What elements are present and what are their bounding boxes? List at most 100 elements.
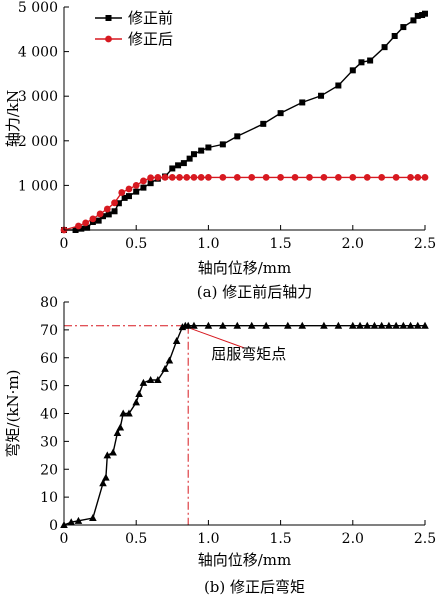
series-0 [61, 10, 428, 233]
series-1-point [168, 173, 176, 181]
annotation-leader-line [191, 328, 245, 349]
series-1-point [205, 173, 212, 181]
series-0-point [400, 24, 407, 31]
series-0-point [186, 155, 193, 162]
series-1-point [414, 173, 422, 181]
y-tick-label: 30 [40, 434, 58, 450]
series-0-point [139, 378, 148, 386]
series-0-point [377, 321, 386, 329]
series-1-point [197, 173, 205, 181]
y-tick-label: 3 000 [18, 89, 58, 105]
series-0-point [422, 10, 428, 17]
series-0-point [284, 321, 292, 329]
series-0-point [132, 398, 140, 406]
series-0-point [198, 147, 205, 154]
series-0-point [349, 321, 357, 329]
y-tick-label: 10 [40, 490, 58, 506]
series-0-point [175, 162, 182, 169]
series-1-point [320, 173, 328, 181]
legend-marker-1 [105, 35, 112, 43]
series-0-point [103, 451, 112, 459]
series-0-point [184, 321, 192, 329]
series-1-point [190, 173, 198, 181]
series-0-point [172, 337, 181, 345]
series-0-point [356, 321, 364, 329]
bending-moment-tick-labels: 0 0.5 1.0 1.5 2.0 2.5 0 10 20 30 40 50 60 70 80 [40, 295, 436, 547]
series-1-point [248, 173, 256, 181]
series-1-point [291, 173, 299, 181]
series-0-point [190, 321, 198, 329]
series-0-point [121, 194, 128, 201]
series-1-point [349, 173, 357, 181]
series-0-point [298, 321, 307, 329]
series-1-point [306, 173, 313, 181]
series-0-point [363, 321, 372, 329]
series-0-point [349, 67, 356, 74]
series-0-point [335, 82, 342, 89]
series-0-point [99, 479, 107, 487]
y-tick-label: 40 [40, 407, 58, 423]
series-0-point [161, 364, 169, 372]
x-tick-label: 1.0 [197, 531, 219, 547]
series-1-point [111, 199, 118, 207]
series-0-point [78, 225, 85, 232]
bending-moment-caption: (b) 修正后弯矩 [204, 578, 305, 596]
series-1-point [277, 173, 284, 181]
series-1-point [96, 210, 104, 218]
x-tick-label: 0.5 [125, 531, 147, 547]
axial-force-y-axis-label: 轴力/kN [4, 90, 22, 147]
series-0-point [119, 409, 128, 417]
series-1-point [154, 173, 162, 181]
x-tick-label: 1.5 [269, 236, 291, 252]
x-tick-label: 0 [60, 236, 69, 252]
series-0-point [219, 321, 227, 329]
series-0-point [385, 321, 393, 329]
series-1-point [140, 177, 147, 185]
series-0-point [99, 213, 106, 220]
series-0-point [247, 321, 256, 329]
bending-moment-plot-area [60, 321, 429, 528]
series-1-point [334, 173, 342, 181]
series-1-point [407, 173, 414, 181]
x-tick-label: 0 [60, 531, 69, 547]
series-0-point [116, 423, 125, 431]
axial-force-tick-labels: 0 0.5 1.0 1.5 2.0 2.5 1 000 2 000 3 000 4 000 5 00… [18, 0, 436, 252]
series-0-point [154, 376, 162, 384]
series-0-point [320, 321, 328, 329]
y-tick-label: 70 [40, 323, 58, 339]
panel-axial-force: 0 0.5 1.0 1.5 2.0 2.5 1 000 2 000 3 000 4 000 5 00… [4, 0, 436, 301]
series-0-point [358, 59, 365, 66]
series-0 [60, 321, 429, 528]
series-1-point [82, 219, 90, 227]
series-0-point [234, 133, 241, 140]
y-tick-label: 20 [40, 462, 58, 478]
series-0-point [367, 57, 374, 64]
series-0-point [391, 32, 398, 39]
series-1-point [262, 173, 270, 181]
axial-force-axes [63, 6, 426, 231]
y-tick-label: 5 000 [18, 0, 58, 16]
y-tick-label: 60 [40, 351, 58, 367]
legend-marker-0 [105, 15, 112, 21]
legend-label-1: 修正后 [128, 30, 173, 48]
y-tick-label: 0 [49, 518, 58, 534]
series-0-point [165, 356, 174, 364]
series-0-point [190, 151, 197, 158]
bending-moment-y-axis-label: 弯矩/(kN·m) [4, 370, 22, 458]
series-1 [60, 173, 429, 234]
series-0-point [180, 160, 187, 167]
series-0-point [125, 409, 133, 417]
series-0-point [146, 376, 155, 384]
series-1-point [233, 173, 241, 181]
series-0-point [89, 514, 97, 522]
bending-moment-x-axis-label: 轴向位移/mm [198, 551, 292, 569]
yield-reference-lines [64, 325, 189, 525]
series-1-point [118, 189, 126, 196]
axial-force-plot-area [60, 10, 429, 234]
yield-annotation: 屈服弯矩点 [191, 328, 286, 363]
series-0-point [233, 321, 242, 329]
series-0-point [105, 211, 112, 218]
